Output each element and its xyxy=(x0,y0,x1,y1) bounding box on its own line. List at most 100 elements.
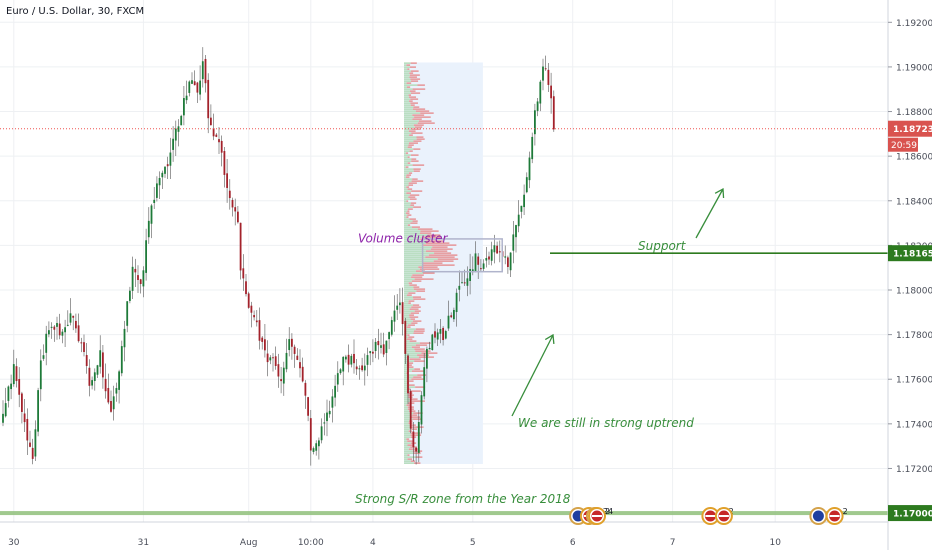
candle-down[interactable] xyxy=(377,340,380,346)
candle-down[interactable] xyxy=(272,357,274,359)
candle-up[interactable] xyxy=(534,110,536,135)
candle-down[interactable] xyxy=(304,382,307,396)
candle-up[interactable] xyxy=(426,348,428,369)
candle-up[interactable] xyxy=(120,346,123,374)
candle-up[interactable] xyxy=(528,157,531,181)
candle-up[interactable] xyxy=(180,115,183,126)
candle-down[interactable] xyxy=(544,68,547,70)
candle-up[interactable] xyxy=(393,310,396,322)
candle-down[interactable] xyxy=(552,96,555,130)
candle-down[interactable] xyxy=(85,355,88,367)
candle-up[interactable] xyxy=(2,413,4,423)
candle-up[interactable] xyxy=(164,166,166,174)
candle-up[interactable] xyxy=(315,443,318,451)
candle-down[interactable] xyxy=(166,164,169,167)
candle-up[interactable] xyxy=(520,205,523,212)
candle-up[interactable] xyxy=(390,320,393,335)
candle-up[interactable] xyxy=(493,245,496,253)
candle-up[interactable] xyxy=(323,422,326,424)
candle-down[interactable] xyxy=(139,279,142,284)
candle-up[interactable] xyxy=(191,80,193,84)
candle-down[interactable] xyxy=(309,418,312,451)
candle-down[interactable] xyxy=(31,447,34,459)
candle-up[interactable] xyxy=(399,302,401,306)
candle-down[interactable] xyxy=(196,82,199,93)
candle-up[interactable] xyxy=(169,152,172,166)
candle-up[interactable] xyxy=(531,136,534,160)
candle-up[interactable] xyxy=(369,351,372,354)
candle-down[interactable] xyxy=(250,305,253,313)
candle-down[interactable] xyxy=(228,190,231,199)
candle-down[interactable] xyxy=(307,397,309,416)
candle-up[interactable] xyxy=(37,390,39,432)
candle-up[interactable] xyxy=(466,278,469,286)
candle-up[interactable] xyxy=(142,270,145,287)
candle-up[interactable] xyxy=(490,249,493,261)
candle-down[interactable] xyxy=(102,352,104,378)
candle-down[interactable] xyxy=(80,342,83,344)
candle-up[interactable] xyxy=(447,315,450,329)
candle-up[interactable] xyxy=(512,234,515,251)
candle-down[interactable] xyxy=(401,302,404,325)
candle-down[interactable] xyxy=(434,331,436,338)
candle-down[interactable] xyxy=(496,245,498,254)
candle-up[interactable] xyxy=(396,305,399,310)
candle-down[interactable] xyxy=(347,354,350,365)
volume-cluster-box[interactable] xyxy=(421,238,503,273)
candle-down[interactable] xyxy=(23,413,26,423)
candle-up[interactable] xyxy=(131,266,134,291)
candle-up[interactable] xyxy=(118,371,120,390)
candle-up[interactable] xyxy=(39,360,42,390)
candle-down[interactable] xyxy=(372,351,374,354)
candle-down[interactable] xyxy=(29,442,31,447)
candle-down[interactable] xyxy=(407,355,409,394)
candle-down[interactable] xyxy=(296,355,299,360)
candle-down[interactable] xyxy=(280,379,282,382)
candle-down[interactable] xyxy=(72,315,75,318)
candle-down[interactable] xyxy=(58,323,61,336)
candle-up[interactable] xyxy=(147,220,150,238)
candle-up[interactable] xyxy=(99,350,102,367)
candle-up[interactable] xyxy=(509,252,512,271)
candle-up[interactable] xyxy=(420,395,423,425)
candle-up[interactable] xyxy=(474,253,477,272)
candle-up[interactable] xyxy=(374,341,377,351)
candle-up[interactable] xyxy=(282,367,285,384)
candle-up[interactable] xyxy=(320,426,323,441)
candle-up[interactable] xyxy=(331,396,334,408)
candle-up[interactable] xyxy=(288,339,291,351)
candle-up[interactable] xyxy=(50,326,53,328)
candle-up[interactable] xyxy=(363,365,366,371)
candle-up[interactable] xyxy=(48,330,50,335)
candle-up[interactable] xyxy=(339,369,342,374)
candle-down[interactable] xyxy=(274,356,277,366)
candle-down[interactable] xyxy=(258,320,261,341)
candle-up[interactable] xyxy=(342,356,345,372)
candle-up[interactable] xyxy=(431,334,434,351)
candle-down[interactable] xyxy=(77,325,80,342)
candle-down[interactable] xyxy=(104,378,107,392)
candle-up[interactable] xyxy=(199,80,201,95)
candle-up[interactable] xyxy=(380,345,382,348)
candle-up[interactable] xyxy=(158,178,161,186)
sr-zone-line[interactable] xyxy=(0,511,888,516)
candle-down[interactable] xyxy=(215,134,218,137)
candle-up[interactable] xyxy=(482,263,485,269)
candle-up[interactable] xyxy=(334,385,336,398)
candle-up[interactable] xyxy=(269,357,272,361)
candle-up[interactable] xyxy=(115,388,118,394)
candle-down[interactable] xyxy=(53,326,56,330)
candle-up[interactable] xyxy=(458,285,461,290)
candle-down[interactable] xyxy=(18,379,21,395)
candle-up[interactable] xyxy=(96,365,99,375)
candle-up[interactable] xyxy=(312,448,315,452)
candle-down[interactable] xyxy=(404,320,407,354)
candle-up[interactable] xyxy=(345,356,347,360)
candle-up[interactable] xyxy=(183,98,185,116)
candle-up[interactable] xyxy=(504,256,507,258)
candle-down[interactable] xyxy=(547,69,550,85)
candle-up[interactable] xyxy=(7,386,10,401)
candle-down[interactable] xyxy=(193,81,196,86)
